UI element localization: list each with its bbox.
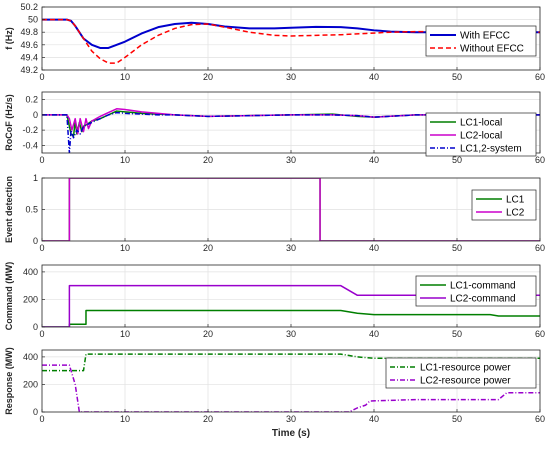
x-tick-label: 20 <box>203 329 213 339</box>
subplot-2: -0.4 -0.2 0 0.2 0 10 20 30 40 50 60 RoCoF (Hz/s) LC1… <box>4 91 545 165</box>
x-tick-label: 20 <box>203 155 213 165</box>
legend-label: LC2-command <box>450 294 516 305</box>
x-axis-label: Time (s) <box>272 428 310 439</box>
y-tick-label: 49.6 <box>20 40 38 50</box>
x-tick-label: 50 <box>452 72 462 82</box>
subplot-4: 0 200 400 0 10 20 30 40 50 60 Command (MW) LC1-comm… <box>4 262 545 339</box>
y-axis-label: f (Hz) <box>4 27 14 50</box>
x-tick-label: 30 <box>286 329 296 339</box>
y-axis-label: Command (MW) <box>4 262 14 331</box>
legend: LC1-command LC2-command <box>415 275 537 307</box>
x-tick-label: 30 <box>286 155 296 165</box>
x-tick-label: 60 <box>535 414 545 424</box>
y-axis-label: Event detection <box>4 176 14 243</box>
x-tick-label: 60 <box>535 155 545 165</box>
y-axis-label: Response (MW) <box>4 347 14 415</box>
y-tick-label: 49.4 <box>20 52 38 62</box>
y-tick-label: 200 <box>23 379 38 389</box>
x-tick-label: 0 <box>39 329 44 339</box>
legend-label: Without EFCC <box>460 44 524 55</box>
legend-box <box>425 112 537 157</box>
legend-label: LC2-local <box>460 131 502 142</box>
series-line-3 <box>42 111 540 153</box>
x-tick-label: 50 <box>452 414 462 424</box>
y-tick-label: 49.8 <box>20 27 38 37</box>
legend: With EFCC Without EFCC <box>425 25 537 57</box>
legend-box <box>415 275 537 307</box>
x-tick-label: 50 <box>452 155 462 165</box>
y-tick-label: -0.4 <box>22 140 38 150</box>
legend-box <box>471 189 537 221</box>
x-tick-label: 60 <box>535 72 545 82</box>
y-tick-label: 200 <box>23 294 38 304</box>
x-tick-label: 60 <box>535 243 545 253</box>
x-tick-label: 0 <box>39 414 44 424</box>
y-tick-label: 400 <box>23 352 38 362</box>
y-tick-label: 0 <box>33 236 38 246</box>
series-line-2 <box>42 364 540 412</box>
x-tick-label: 10 <box>120 329 130 339</box>
legend: LC1-local LC2-local LC1,2-system <box>425 112 537 157</box>
y-tick-label: 1 <box>33 173 38 183</box>
x-tick-label: 40 <box>369 414 379 424</box>
x-tick-label: 0 <box>39 243 44 253</box>
legend-label: LC1,2-system <box>460 144 522 155</box>
y-tick-label: 0 <box>33 322 38 332</box>
x-tick-label: 50 <box>452 243 462 253</box>
y-tick-label: 50.2 <box>20 2 38 12</box>
y-tick-label: 49.2 <box>20 65 38 75</box>
series-line-2 <box>42 18 540 64</box>
subplot-5: 0 200 400 0 10 20 30 40 50 60 Response (MW) Time (s… <box>4 347 545 439</box>
x-tick-label: 20 <box>203 243 213 253</box>
x-tick-label: 20 <box>203 72 213 82</box>
legend-label: With EFCC <box>460 31 510 42</box>
legend-box <box>425 25 537 57</box>
x-tick-label: 40 <box>369 72 379 82</box>
legend-label: LC2-resource power <box>420 376 511 387</box>
series-line-1 <box>42 18 540 49</box>
legend-label: LC1-resource power <box>420 363 511 374</box>
x-tick-label: 50 <box>452 329 462 339</box>
series-line-1 <box>42 353 540 372</box>
x-tick-label: 40 <box>369 329 379 339</box>
legend-label: LC1 <box>506 195 525 206</box>
legend-label: LC2 <box>506 208 525 219</box>
x-tick-label: 10 <box>120 243 130 253</box>
legend: LC1-resource power LC2-resource power <box>385 357 537 389</box>
x-tick-label: 40 <box>369 155 379 165</box>
y-tick-label: -0.2 <box>22 125 38 135</box>
y-tick-label: 0.2 <box>25 95 38 105</box>
x-tick-label: 10 <box>120 155 130 165</box>
x-tick-label: 30 <box>286 414 296 424</box>
x-tick-label: 40 <box>369 243 379 253</box>
legend-box <box>385 357 537 389</box>
y-tick-label: 50 <box>28 15 38 25</box>
x-tick-label: 10 <box>120 414 130 424</box>
legend-label: LC1-local <box>460 118 502 129</box>
y-axis-label: RoCoF (Hz/s) <box>4 94 14 151</box>
subplot-1: 49.2 49.4 49.6 49.8 50 50.2 0 10 20 30 40 50 60 f (Hz… <box>4 2 545 82</box>
x-tick-label: 30 <box>286 243 296 253</box>
y-tick-label: 0.5 <box>25 205 38 215</box>
series-line-2 <box>42 108 540 135</box>
x-tick-label: 60 <box>535 329 545 339</box>
y-tick-label: 400 <box>23 267 38 277</box>
y-tick-label: 0 <box>33 110 38 120</box>
x-tick-label: 20 <box>203 414 213 424</box>
x-tick-label: 10 <box>120 72 130 82</box>
x-tick-label: 0 <box>39 155 44 165</box>
x-tick-label: 30 <box>286 72 296 82</box>
y-tick-label: 0 <box>33 407 38 417</box>
legend-label: LC1-command <box>450 281 516 292</box>
x-tick-label: 0 <box>39 72 44 82</box>
